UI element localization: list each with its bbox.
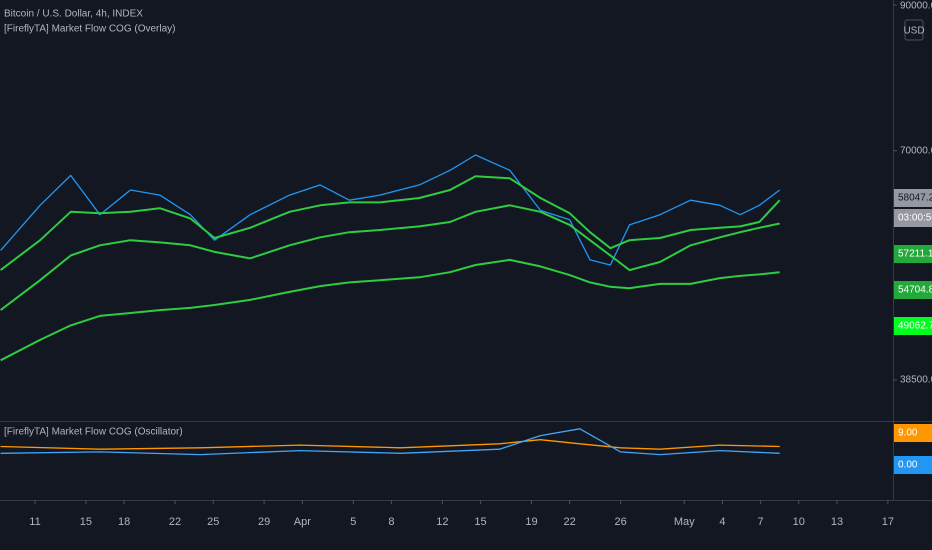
x-tick-label: 22: [564, 516, 576, 528]
series-line: [0, 204, 780, 311]
price-tag-label: 54704.89: [898, 285, 932, 296]
currency-box[interactable]: [904, 19, 924, 41]
series-line: [0, 258, 780, 362]
price-tag-label: 49062.74: [898, 321, 932, 332]
price-tag: [894, 424, 932, 442]
pane-title: [FireflyTA] Market Flow COG (Oscillator): [4, 427, 183, 438]
price-tag: [894, 245, 932, 263]
price-tag-label: 0.00: [898, 460, 918, 471]
x-tick-label: 8: [388, 516, 394, 528]
price-tag: [894, 317, 932, 335]
price-tag-label: 58047.20: [898, 193, 932, 204]
x-tick-label: Apr: [294, 516, 311, 528]
x-tick-label: 22: [169, 516, 181, 528]
x-tick-label: 5: [350, 516, 356, 528]
price-tag: [894, 281, 932, 299]
price-tag-label: 03:00:50: [898, 213, 932, 224]
price-tag: [894, 189, 932, 207]
x-tick-label: 12: [436, 516, 448, 528]
x-tick-label: 4: [719, 516, 725, 528]
series-line: [0, 175, 781, 271]
x-tick-label: 17: [882, 516, 894, 528]
currency-label[interactable]: USD: [903, 26, 924, 37]
y-tick-label: 38500.00: [900, 375, 932, 386]
x-tick-label: 13: [831, 516, 843, 528]
overlay-title: [FireflyTA] Market Flow COG (Overlay): [4, 24, 176, 35]
x-tick-label: 19: [525, 516, 537, 528]
symbol-title: Bitcoin / U.S. Dollar, 4h, INDEX: [4, 9, 143, 20]
series-line: [0, 428, 780, 456]
price-tag: [894, 209, 932, 227]
price-tag-label: 9.00: [898, 428, 918, 439]
y-tick-label: 70000.00: [900, 145, 932, 156]
x-tick-label: May: [674, 516, 695, 528]
x-tick-label: 7: [758, 516, 764, 528]
x-tick-label: 15: [80, 516, 92, 528]
series-line: [0, 154, 781, 266]
x-tick-label: 29: [258, 516, 270, 528]
y-tick-label: 90000.00: [900, 1, 932, 12]
x-tick-label: 15: [474, 516, 486, 528]
x-tick-label: 11: [29, 516, 40, 528]
x-tick-label: 25: [207, 516, 219, 528]
price-tag-label: 57211.14: [898, 249, 932, 260]
price-tag: [894, 456, 932, 474]
x-tick-label: 10: [793, 516, 805, 528]
x-tick-label: 18: [118, 516, 130, 528]
x-tick-label: 26: [614, 516, 626, 528]
